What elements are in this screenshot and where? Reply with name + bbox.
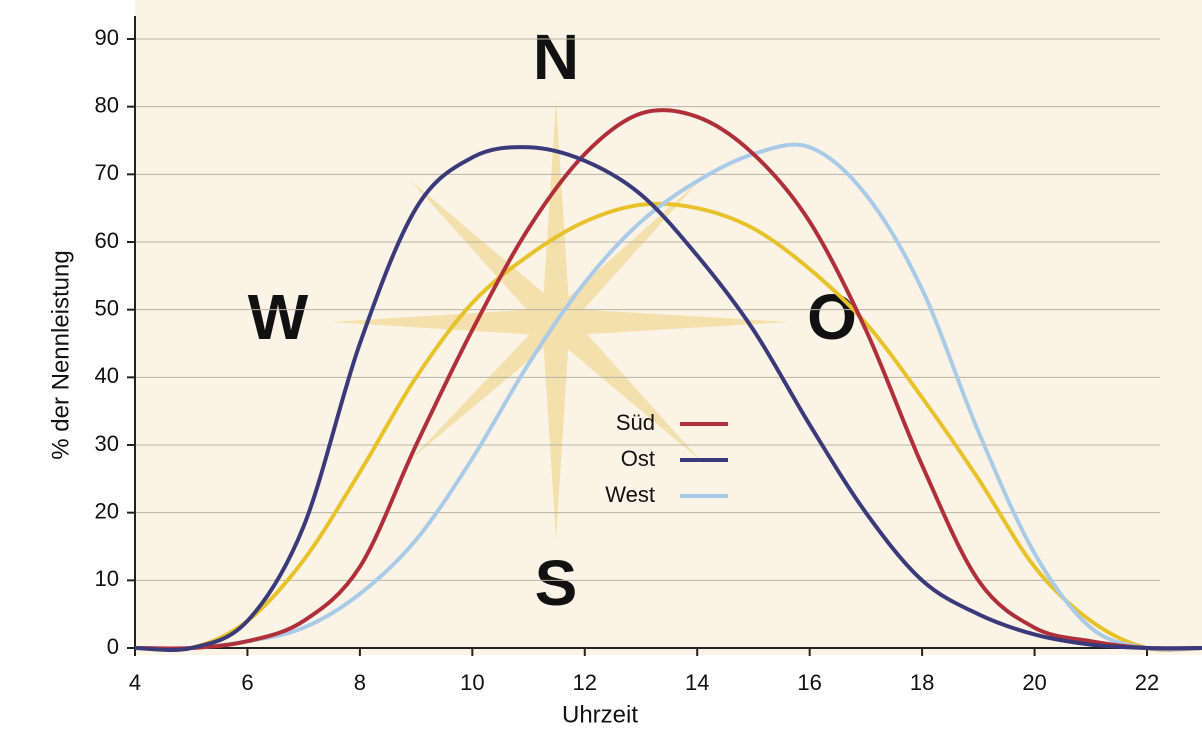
x-tick-label: 6 xyxy=(241,670,253,695)
legend-label: West xyxy=(605,482,655,507)
chart: N W O S Uhrzeit % der Nennleistung 01020… xyxy=(0,0,1202,732)
x-tick-label: 10 xyxy=(460,670,484,695)
y-tick-label: 90 xyxy=(95,25,119,50)
compass-letter: W xyxy=(248,281,309,353)
legend-label: Süd xyxy=(616,410,655,435)
y-tick-label: 10 xyxy=(95,566,119,591)
x-tick-label: 18 xyxy=(910,670,934,695)
y-tick-label: 70 xyxy=(95,160,119,185)
x-tick-label: 8 xyxy=(354,670,366,695)
compass-letter: S xyxy=(535,547,578,619)
y-tick-label: 60 xyxy=(95,228,119,253)
x-tick-label: 20 xyxy=(1022,670,1046,695)
x-tick-label: 12 xyxy=(573,670,597,695)
y-axis-label: % der Nennleistung xyxy=(47,250,74,459)
y-tick-label: 50 xyxy=(95,295,119,320)
x-tick-label: 14 xyxy=(685,670,709,695)
compass-letter: N xyxy=(533,21,579,93)
legend-label: Ost xyxy=(621,446,655,471)
x-tick-label: 16 xyxy=(797,670,821,695)
y-tick-label: 20 xyxy=(95,498,119,523)
y-tick-label: 80 xyxy=(95,92,119,117)
y-tick-label: 0 xyxy=(107,634,119,659)
x-axis-label: Uhrzeit xyxy=(562,701,638,728)
y-tick-label: 30 xyxy=(95,431,119,456)
x-tick-label: 22 xyxy=(1135,670,1159,695)
y-tick-label: 40 xyxy=(95,363,119,388)
x-tick-label: 4 xyxy=(129,670,141,695)
